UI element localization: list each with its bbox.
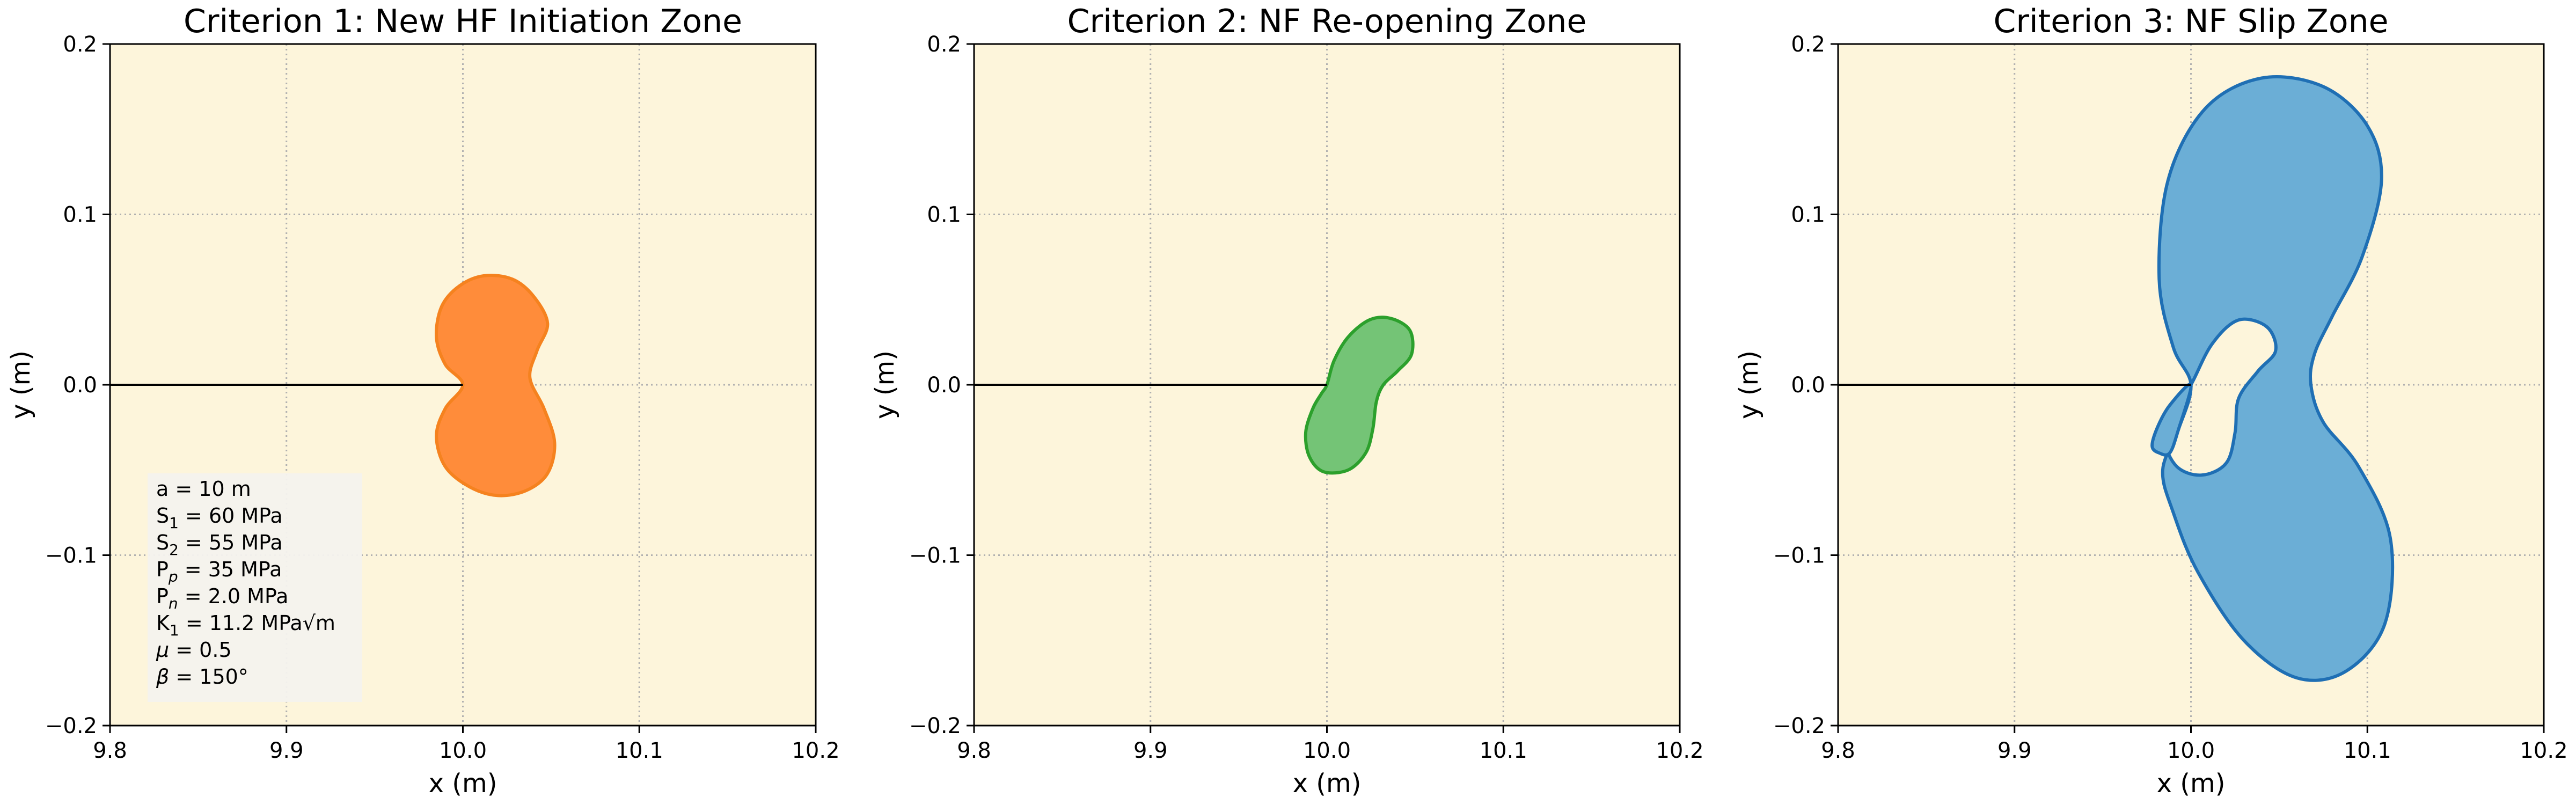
chart-panel-1: 9.8 9.9 10.0 10.1 10.2 −0.2 −0.1 0.0 0.1 0.2 Crite… xyxy=(6,3,840,799)
legend-entry: μ = 0.5 xyxy=(156,638,232,662)
y-axis-label: y (m) xyxy=(6,350,36,419)
y-tick-label: 0.0 xyxy=(927,373,961,398)
x-tick-label: 10.0 xyxy=(439,738,487,763)
legend-box xyxy=(148,473,362,702)
y-tick-label: −0.2 xyxy=(1773,714,1825,738)
x-axis-label: x (m) xyxy=(429,769,497,799)
x-tick-label: 9.9 xyxy=(1997,738,2032,763)
y-axis-label: y (m) xyxy=(870,350,900,419)
chart-title: Criterion 1: New HF Initiation Zone xyxy=(184,3,742,40)
y-tick-label: 0.2 xyxy=(927,32,961,57)
x-tick-label: 10.2 xyxy=(2520,738,2567,763)
x-tick-label: 9.8 xyxy=(1821,738,1855,763)
y-tick-label: −0.1 xyxy=(1773,544,1825,568)
x-tick-label: 9.9 xyxy=(1133,738,1168,763)
y-tick-label: 0.1 xyxy=(927,203,961,228)
legend-entry: S2 = 55 MPa xyxy=(156,531,283,559)
y-tick-label: 0.1 xyxy=(63,203,97,228)
y-tick-label: 0.1 xyxy=(1791,203,1825,228)
y-tick-label: 0.0 xyxy=(1791,373,1825,398)
chart-title: Criterion 2: NF Re-opening Zone xyxy=(1067,3,1587,40)
x-tick-label: 9.8 xyxy=(957,738,991,763)
x-tick-label: 9.9 xyxy=(269,738,304,763)
legend-entry: a = 10 m xyxy=(156,477,251,501)
x-tick-label: 9.8 xyxy=(93,738,127,763)
x-tick-label: 10.1 xyxy=(2344,738,2391,763)
y-tick-label: 0.2 xyxy=(63,32,97,57)
x-tick-label: 10.1 xyxy=(1480,738,1527,763)
x-axis-label: x (m) xyxy=(2157,769,2226,799)
legend-entry: β = 150° xyxy=(156,665,248,689)
legend-entry: S1 = 60 MPa xyxy=(156,504,283,532)
x-tick-label: 10.1 xyxy=(616,738,663,763)
y-tick-label: −0.1 xyxy=(45,544,97,568)
y-tick-label: 0.2 xyxy=(1791,32,1825,57)
legend-entry: Pp = 35 MPa xyxy=(156,558,282,586)
y-axis-label: y (m) xyxy=(1734,350,1764,419)
y-tick-label: −0.2 xyxy=(45,714,97,738)
zone-area xyxy=(435,274,557,497)
x-tick-label: 10.0 xyxy=(2167,738,2215,763)
zone-area xyxy=(1304,316,1415,475)
y-tick-label: −0.1 xyxy=(909,544,961,568)
x-axis-label: x (m) xyxy=(1293,769,1362,799)
x-tick-label: 10.0 xyxy=(1303,738,1351,763)
y-tick-label: 0.0 xyxy=(63,373,97,398)
y-tick-label: −0.2 xyxy=(909,714,961,738)
zone-area-lobe xyxy=(2150,382,2193,457)
chart-title: Criterion 3: NF Slip Zone xyxy=(1993,3,2388,40)
chart-panel-3: 9.8 9.9 10.0 10.1 10.2 −0.2 −0.1 0.0 0.1 0.2 Crite… xyxy=(1734,3,2568,799)
x-tick-label: 10.2 xyxy=(1656,738,1703,763)
chart-panel-2: 9.8 9.9 10.0 10.1 10.2 −0.2 −0.1 0.0 0.1 0.2 Crite… xyxy=(870,3,1704,799)
x-tick-label: 10.2 xyxy=(792,738,839,763)
legend-entry: Pn = 2.0 MPa xyxy=(156,584,288,612)
legend-entry: K1 = 11.2 MPa√m xyxy=(156,611,335,639)
